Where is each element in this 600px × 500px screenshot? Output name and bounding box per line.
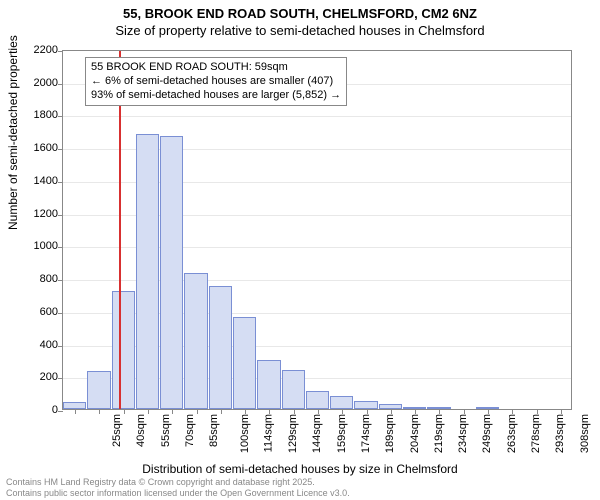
histogram-bar bbox=[306, 391, 329, 409]
ytick-mark bbox=[58, 247, 63, 248]
histogram-bar bbox=[112, 291, 135, 409]
xtick-mark bbox=[99, 409, 100, 414]
ytick-label: 1800 bbox=[18, 109, 58, 121]
annotation-box: 55 BROOK END ROAD SOUTH: 59sqm ← 6% of s… bbox=[85, 57, 347, 106]
annotation-line3: 93% of semi-detached houses are larger (… bbox=[91, 89, 341, 103]
xtick-label: 189sqm bbox=[384, 414, 396, 453]
xtick-label: 219sqm bbox=[433, 414, 445, 453]
xtick-label: 249sqm bbox=[482, 414, 494, 453]
xtick-label: 144sqm bbox=[312, 414, 324, 453]
ytick-mark bbox=[58, 378, 63, 379]
ytick-mark bbox=[58, 182, 63, 183]
xtick-label: 278sqm bbox=[530, 414, 542, 453]
ytick-label: 0 bbox=[18, 404, 58, 416]
ytick-label: 200 bbox=[18, 371, 58, 383]
ytick-mark bbox=[58, 346, 63, 347]
title-block: 55, BROOK END ROAD SOUTH, CHELMSFORD, CM… bbox=[0, 0, 600, 38]
annotation-line1: 55 BROOK END ROAD SOUTH: 59sqm bbox=[91, 61, 341, 75]
xtick-mark bbox=[197, 409, 198, 414]
ytick-mark bbox=[58, 116, 63, 117]
histogram-bar bbox=[233, 317, 256, 409]
ytick-label: 1000 bbox=[18, 240, 58, 252]
ytick-label: 800 bbox=[18, 273, 58, 285]
xtick-mark bbox=[124, 409, 125, 414]
xtick-label: 129sqm bbox=[287, 414, 299, 453]
xtick-label: 25sqm bbox=[111, 414, 123, 447]
ytick-mark bbox=[58, 411, 63, 412]
xtick-label: 114sqm bbox=[262, 414, 274, 452]
ytick-label: 400 bbox=[18, 339, 58, 351]
xtick-label: 234sqm bbox=[457, 414, 469, 453]
xtick-label: 308sqm bbox=[579, 414, 591, 453]
ytick-mark bbox=[58, 84, 63, 85]
xtick-label: 85sqm bbox=[208, 414, 220, 447]
xtick-label: 293sqm bbox=[554, 414, 566, 453]
histogram-bar bbox=[160, 136, 183, 409]
histogram-bar bbox=[330, 396, 353, 409]
xtick-label: 174sqm bbox=[360, 414, 372, 453]
ytick-mark bbox=[58, 215, 63, 216]
xtick-label: 204sqm bbox=[409, 414, 421, 453]
ytick-label: 1600 bbox=[18, 142, 58, 154]
chart-title-line2: Size of property relative to semi-detach… bbox=[0, 23, 600, 38]
xtick-label: 40sqm bbox=[135, 414, 147, 447]
xtick-mark bbox=[221, 409, 222, 414]
chart-title-line1: 55, BROOK END ROAD SOUTH, CHELMSFORD, CM… bbox=[0, 6, 600, 21]
xtick-label: 100sqm bbox=[239, 414, 251, 453]
histogram-bar bbox=[209, 286, 232, 409]
histogram-bar bbox=[87, 371, 110, 409]
ytick-mark bbox=[58, 51, 63, 52]
xtick-mark bbox=[172, 409, 173, 414]
x-axis-label: Distribution of semi-detached houses by … bbox=[0, 462, 600, 476]
ytick-label: 2000 bbox=[18, 77, 58, 89]
ytick-mark bbox=[58, 280, 63, 281]
chart-container: 55, BROOK END ROAD SOUTH, CHELMSFORD, CM… bbox=[0, 0, 600, 500]
xtick-label: 55sqm bbox=[160, 414, 172, 447]
plot-area: 55 BROOK END ROAD SOUTH: 59sqm ← 6% of s… bbox=[62, 50, 572, 410]
footer-attribution: Contains HM Land Registry data © Crown c… bbox=[6, 477, 350, 498]
y-axis-label: Number of semi-detached properties bbox=[6, 35, 20, 230]
gridline bbox=[63, 116, 571, 117]
histogram-bar bbox=[136, 134, 159, 409]
histogram-bar bbox=[184, 273, 207, 409]
ytick-label: 1200 bbox=[18, 208, 58, 220]
ytick-mark bbox=[58, 313, 63, 314]
annotation-line2: ← 6% of semi-detached houses are smaller… bbox=[91, 75, 341, 89]
xtick-label: 70sqm bbox=[184, 414, 196, 447]
histogram-bar bbox=[257, 360, 280, 409]
xtick-mark bbox=[148, 409, 149, 414]
histogram-bar bbox=[282, 370, 305, 409]
xtick-label: 159sqm bbox=[336, 414, 348, 453]
ytick-label: 1400 bbox=[18, 175, 58, 187]
histogram-bar bbox=[354, 401, 377, 409]
ytick-label: 600 bbox=[18, 306, 58, 318]
footer-line1: Contains HM Land Registry data © Crown c… bbox=[6, 477, 350, 487]
footer-line2: Contains public sector information licen… bbox=[6, 488, 350, 498]
xtick-label: 263sqm bbox=[506, 414, 518, 453]
xtick-mark bbox=[75, 409, 76, 414]
ytick-label: 2200 bbox=[18, 44, 58, 56]
ytick-mark bbox=[58, 149, 63, 150]
